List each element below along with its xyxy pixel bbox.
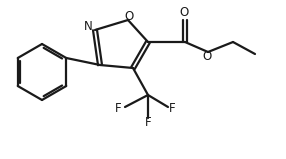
Text: F: F: [145, 115, 151, 128]
Text: O: O: [179, 7, 189, 20]
Text: F: F: [169, 101, 175, 114]
Text: F: F: [115, 103, 121, 115]
Text: O: O: [202, 49, 212, 62]
Text: O: O: [124, 10, 134, 23]
Text: N: N: [84, 20, 92, 32]
